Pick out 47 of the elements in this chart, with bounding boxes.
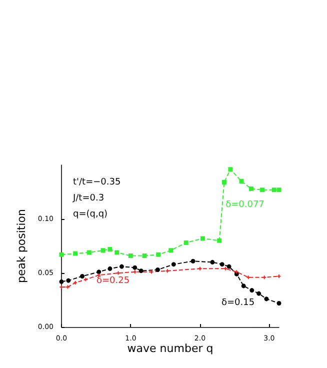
point	[256, 291, 262, 296]
point	[59, 279, 64, 284]
point	[138, 268, 144, 274]
point	[86, 250, 92, 255]
point	[155, 268, 160, 272]
point	[210, 260, 215, 264]
point	[80, 274, 85, 278]
series-label: δ=0.25	[96, 276, 130, 286]
point	[119, 264, 124, 269]
point	[260, 188, 265, 192]
point	[108, 246, 112, 252]
point	[142, 253, 147, 258]
point	[66, 278, 71, 283]
point	[59, 252, 64, 257]
point	[276, 188, 282, 192]
series-label: δ=0.077	[226, 200, 264, 210]
point	[128, 253, 133, 258]
point	[200, 236, 205, 241]
point	[73, 251, 78, 256]
series-label: δ=0.15	[221, 298, 255, 308]
annotation: J/t=0.3	[72, 194, 104, 204]
point	[264, 296, 269, 302]
point	[228, 167, 233, 172]
point	[248, 186, 254, 192]
point	[276, 300, 282, 306]
point	[108, 266, 112, 271]
point	[156, 252, 161, 257]
point	[100, 248, 106, 253]
point	[220, 262, 224, 267]
point	[168, 248, 174, 253]
point	[114, 250, 120, 255]
point	[96, 270, 102, 274]
point	[239, 178, 244, 184]
annotation: q=(q,q)	[73, 210, 108, 220]
point	[250, 288, 254, 293]
point	[217, 238, 222, 243]
point	[272, 188, 276, 192]
point	[190, 258, 196, 264]
point	[132, 265, 138, 270]
point	[226, 264, 232, 269]
x-axis-title: wave number q	[127, 342, 214, 355]
point	[184, 240, 188, 246]
point	[171, 262, 176, 267]
y-axis-title: peak position	[15, 209, 28, 283]
point	[241, 284, 246, 288]
point	[222, 180, 226, 185]
annotation: t'/t=−0.35	[73, 178, 121, 188]
